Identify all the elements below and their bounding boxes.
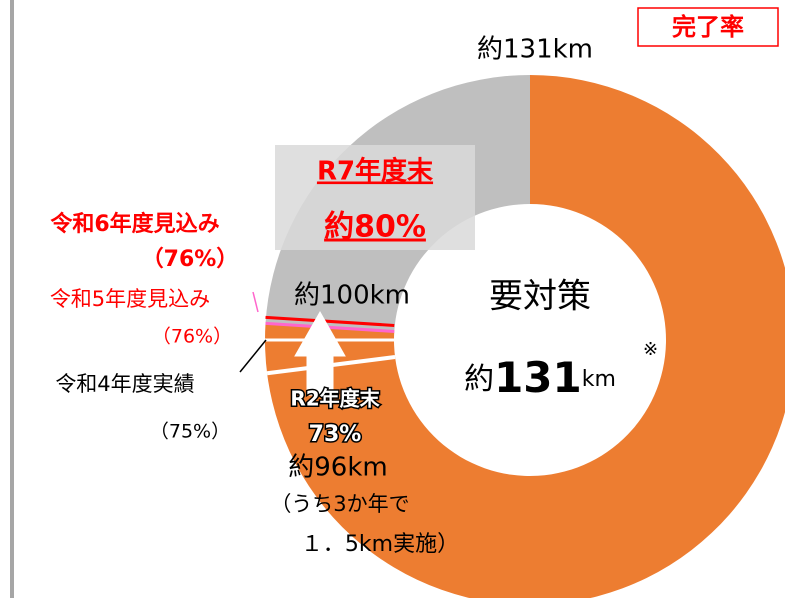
r2-arrow (294, 310, 346, 396)
center-prefix: 約 (464, 362, 494, 397)
m4-leader (239, 339, 267, 373)
r7-value: 約80% (324, 210, 426, 245)
r2-extra: １．5km実施） (301, 532, 459, 557)
center-unit: km (582, 367, 616, 392)
m4-value: （75%） (150, 421, 230, 443)
m6-value: （76%） (142, 247, 239, 272)
r7-box (275, 145, 475, 250)
milestone-line (265, 321, 395, 333)
r2-value: 73% (309, 422, 362, 447)
m5-label: 令和5年度見込み (50, 287, 210, 311)
title-box (637, 7, 779, 47)
chart-title: 完了率 (672, 13, 744, 41)
r2-extra: 約96km (288, 453, 387, 483)
outer-label: 約131km (477, 35, 593, 65)
r2-label: R2年度末 (290, 387, 380, 411)
center-number: 131 (494, 353, 582, 402)
milestone-line (265, 315, 395, 327)
rest-label: 約100km (294, 281, 410, 311)
m4-label: 令和4年度実績 (55, 372, 194, 396)
center-total: 約131km (464, 353, 616, 402)
r7-label: R7年度末 (317, 156, 434, 187)
r2-extra: （うち3か年で (270, 492, 409, 516)
m5-value: （76%） (152, 326, 232, 348)
center-title: 要対策 (489, 277, 591, 317)
m6-label: 令和6年度見込み (50, 211, 219, 237)
done-arc (265, 75, 785, 598)
m5-leader (252, 291, 259, 313)
center-note: ※ (643, 339, 658, 360)
